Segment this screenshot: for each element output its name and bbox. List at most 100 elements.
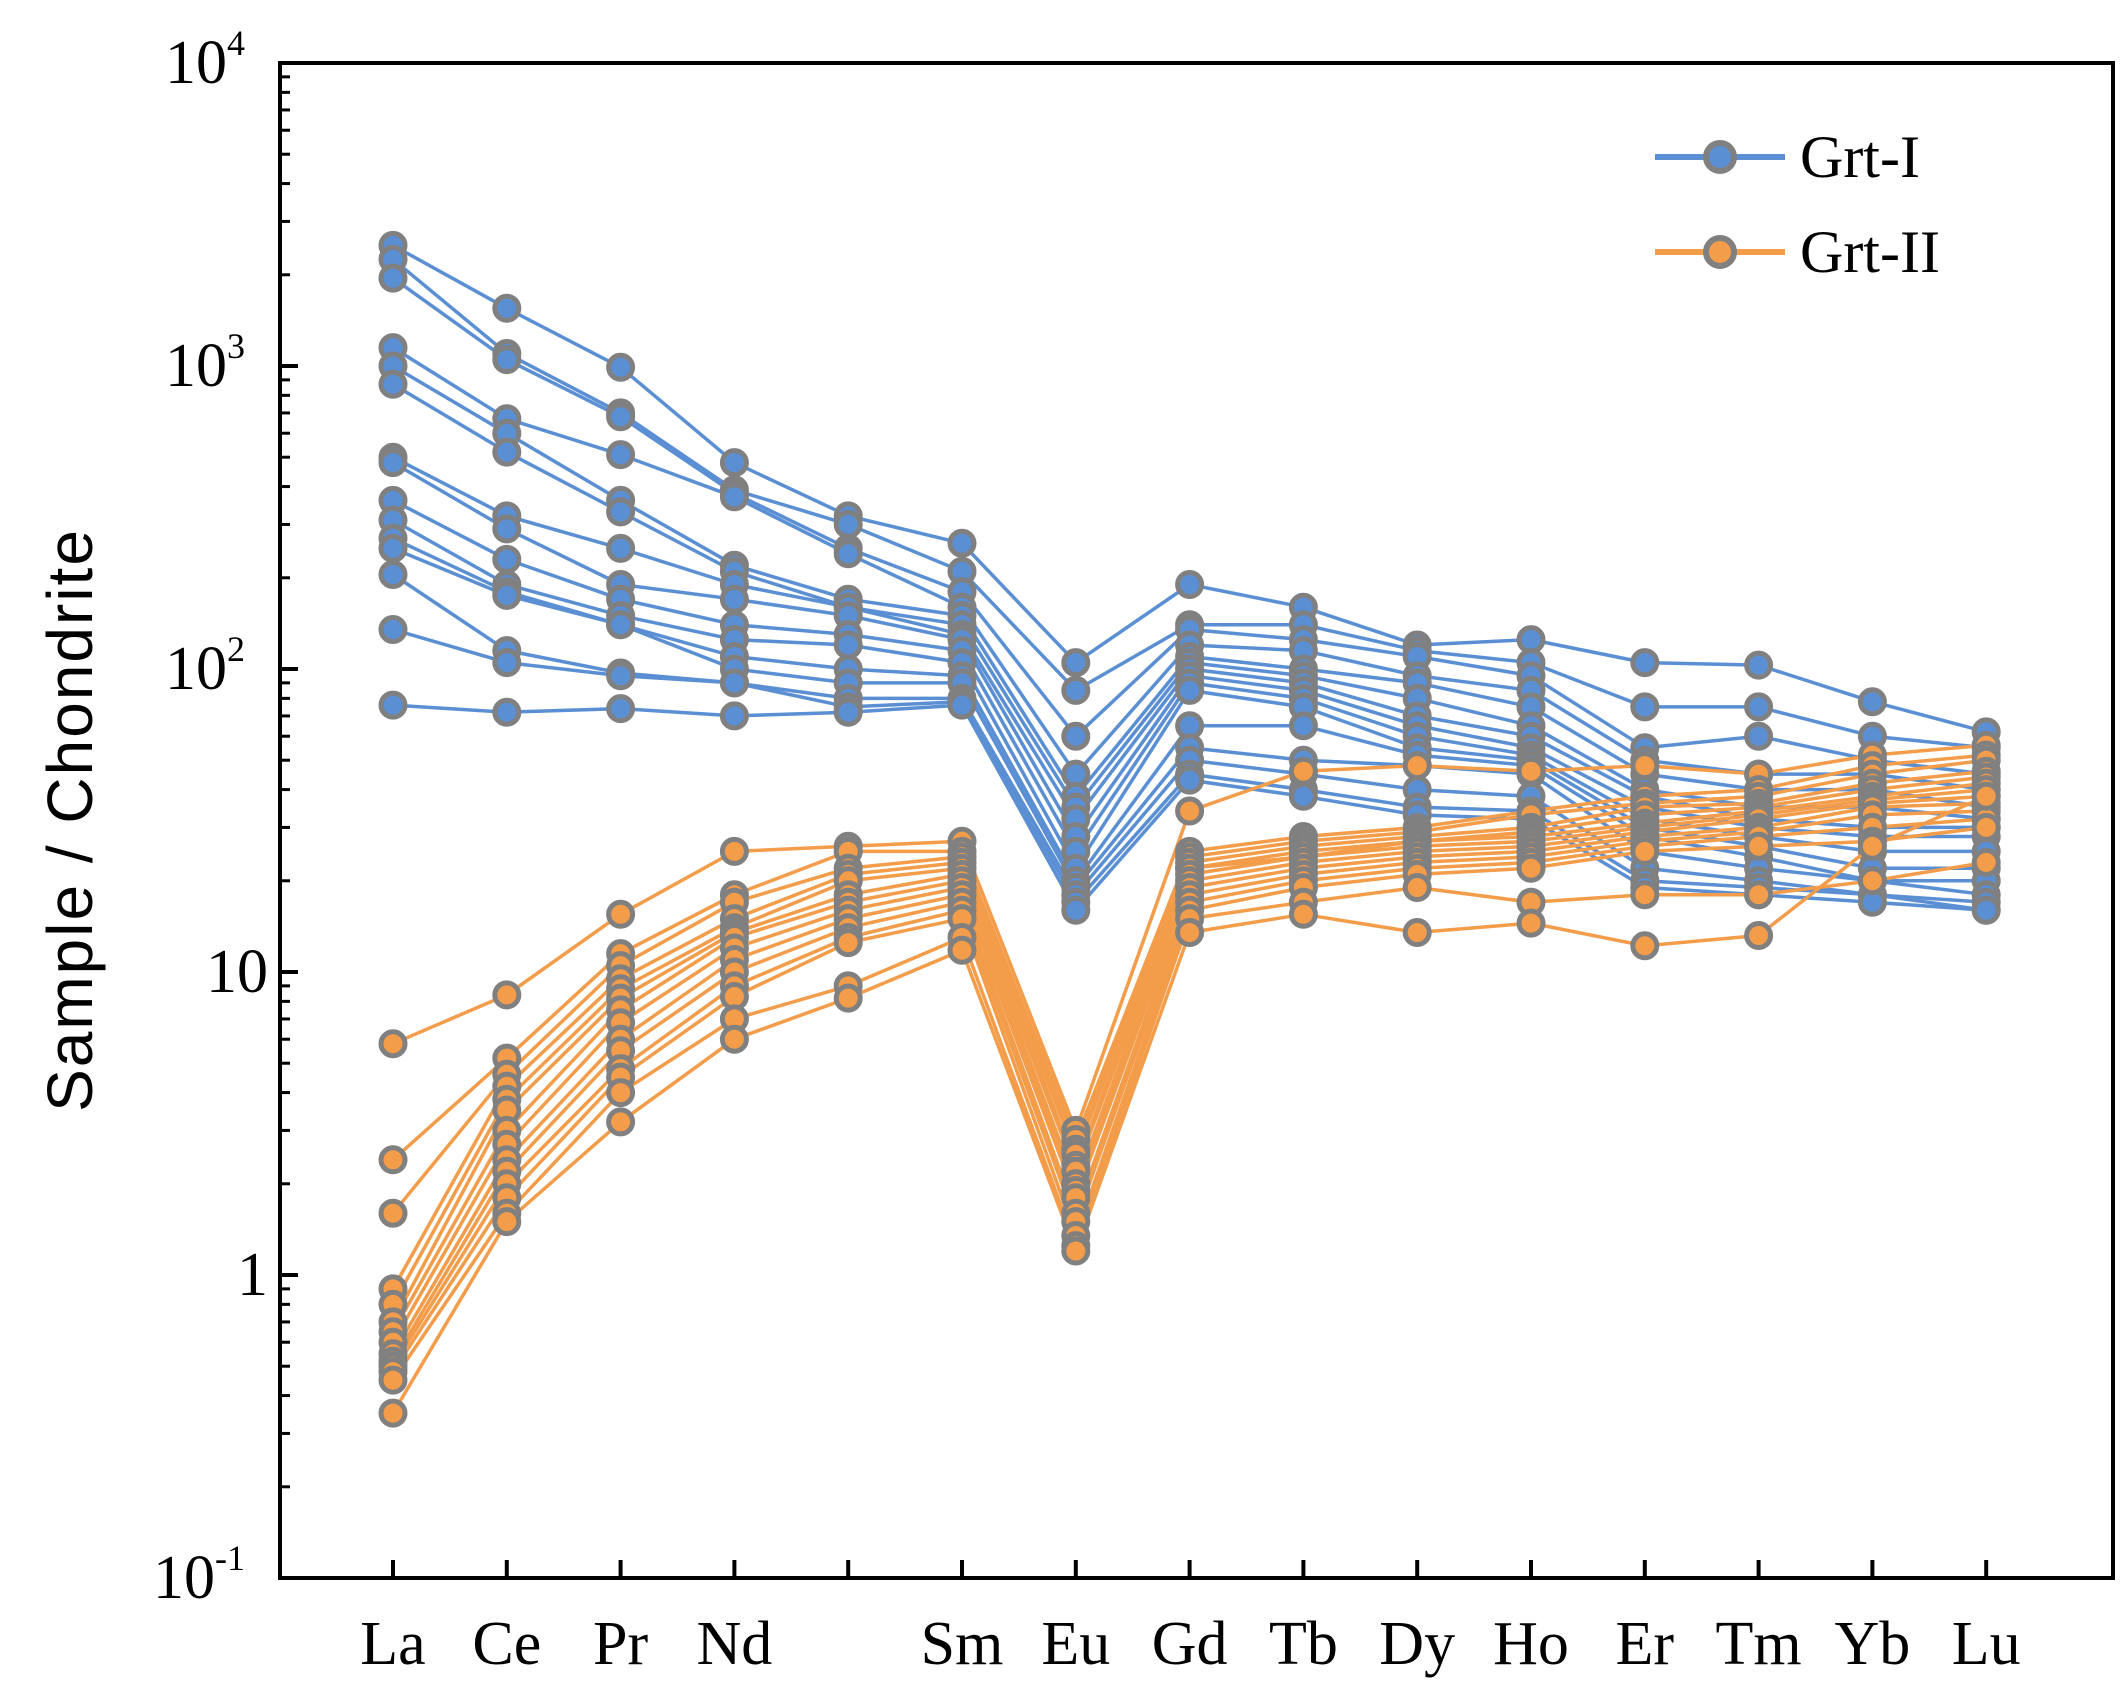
data-point	[1175, 675, 1205, 705]
data-point	[1744, 650, 1774, 680]
data-point	[492, 514, 522, 544]
series-grt-ii	[378, 730, 2001, 1428]
x-tick-label: Tb	[1269, 1610, 1338, 1678]
data-point	[378, 615, 408, 644]
data-point	[719, 584, 749, 614]
data-point	[378, 533, 408, 563]
data-point	[378, 1145, 408, 1175]
data-point	[1288, 781, 1318, 811]
data-point	[1061, 648, 1091, 678]
data-point	[1061, 1236, 1091, 1266]
data-point	[833, 928, 863, 958]
data-point	[378, 263, 408, 293]
x-tick-label: Ho	[1493, 1610, 1569, 1678]
legend-item-grt-i: Grt-I	[1655, 124, 1920, 190]
data-point	[1857, 831, 1887, 861]
data-point	[1857, 687, 1887, 717]
y-tick-label: 103	[165, 326, 245, 400]
x-tick-label: Er	[1616, 1610, 1675, 1678]
x-tick-label: Pr	[593, 1610, 648, 1678]
data-point	[1971, 847, 2001, 877]
data-point	[492, 345, 522, 375]
data-point	[1516, 756, 1546, 786]
data-point	[1971, 895, 2001, 925]
data-point	[833, 509, 863, 539]
data-point	[1744, 692, 1774, 722]
data-point	[1630, 931, 1660, 961]
data-point	[378, 1198, 408, 1228]
data-point	[492, 293, 522, 323]
x-tick-label: Eu	[1041, 1610, 1110, 1678]
data-point	[947, 935, 977, 965]
data-point	[492, 437, 522, 467]
x-tick-label: Lu	[1952, 1610, 2021, 1678]
y-tick-label: 10	[206, 938, 268, 1006]
data-point	[833, 983, 863, 1013]
data-point	[606, 497, 636, 527]
data-point	[1061, 675, 1091, 705]
x-tick-label: La	[360, 1610, 425, 1678]
data-point	[1402, 918, 1432, 947]
data-point	[606, 661, 636, 691]
data-point	[492, 1207, 522, 1237]
y-tick-label: 1	[237, 1241, 268, 1309]
data-point	[1402, 751, 1432, 781]
data-point	[606, 352, 636, 382]
data-point	[719, 1024, 749, 1054]
data-point	[1175, 765, 1205, 795]
data-point	[1630, 751, 1660, 781]
data-point	[1175, 918, 1205, 947]
data-point	[606, 1107, 636, 1137]
data-point	[1061, 721, 1091, 751]
data-point	[1516, 908, 1546, 938]
data-point	[378, 448, 408, 478]
legend-item-grt-ii: Grt-II	[1655, 219, 1940, 285]
x-tick-label: Gd	[1152, 1610, 1228, 1678]
data-point	[719, 836, 749, 866]
data-point	[606, 610, 636, 640]
legend-marker	[1703, 140, 1737, 174]
data-point	[1744, 880, 1774, 910]
data-point	[1630, 880, 1660, 910]
data-point	[833, 630, 863, 660]
data-point	[833, 697, 863, 727]
y-axis-title: Sample / Chondrite	[34, 528, 106, 1112]
data-point	[492, 697, 522, 727]
data-point	[1971, 812, 2001, 842]
data-point	[606, 440, 636, 470]
data-point	[719, 482, 749, 512]
legend-label: Grt-I	[1800, 124, 1920, 190]
x-tick-label: Sm	[921, 1610, 1004, 1678]
legend-label: Grt-II	[1800, 219, 1940, 285]
data-point	[1630, 836, 1660, 866]
data-point	[606, 899, 636, 929]
data-point	[1288, 711, 1318, 741]
legend-marker	[1703, 235, 1737, 269]
data-point	[378, 690, 408, 720]
plot-frame	[278, 61, 2115, 1580]
axis-layer: 10-1 1 10 102 103 104 La Ce Pr Nd Sm Eu Gd Tb Dy Ho Er Tm…	[153, 23, 2021, 1678]
x-tick-label: Nd	[697, 1610, 773, 1678]
y-tick-label: 104	[165, 23, 245, 97]
data-point	[947, 528, 977, 558]
data-point	[1288, 756, 1318, 786]
data-point	[1175, 796, 1205, 826]
data-point	[1630, 648, 1660, 678]
data-point	[1516, 625, 1546, 655]
data-point	[719, 668, 749, 698]
series-layer	[378, 230, 2001, 1428]
data-point	[1630, 692, 1660, 722]
data-point	[378, 369, 408, 399]
data-point	[492, 980, 522, 1010]
data-point	[1744, 831, 1774, 861]
data-point	[1516, 853, 1546, 883]
data-point	[378, 1398, 408, 1428]
data-point	[378, 1029, 408, 1059]
data-point	[719, 701, 749, 731]
data-point	[378, 1365, 408, 1395]
data-point	[492, 544, 522, 574]
x-tick-label: Yb	[1835, 1610, 1911, 1678]
data-point	[833, 539, 863, 569]
data-point	[947, 690, 977, 720]
